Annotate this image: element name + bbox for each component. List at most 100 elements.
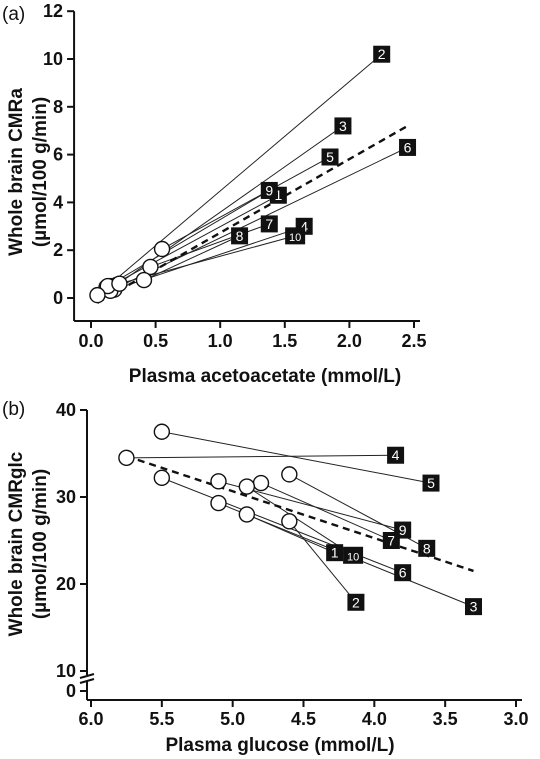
panel-b-baseline-point-5 <box>153 423 171 440</box>
panel-a-baseline-point-7 <box>142 258 159 276</box>
panel-b-baseline-point-9 <box>210 473 227 490</box>
panel-b-ketosis-point-1-text: 1 <box>331 545 339 561</box>
panel-b-y-tick-label: 0 <box>66 681 76 701</box>
panel-a-y-axis-title: Whole brain CMRa (µmol/100 g/min) <box>6 88 51 256</box>
panel-b-x-axis-title: Plasma glucose (mmol/L) <box>165 735 394 756</box>
panel-a-baseline-point-5 <box>153 240 171 258</box>
panel-b-ketosis-point-5-text: 5 <box>427 475 435 491</box>
panel-b-ketosis-point-4-text: 4 <box>392 447 400 463</box>
panel-b-ketosis-point-3-text: 3 <box>470 599 478 615</box>
panel-b-ketosis-point-9-text: 9 <box>399 522 407 538</box>
panel-b-ketosis-point-9-box <box>394 521 412 539</box>
panel-a-ketosis-point-8-box <box>231 227 249 245</box>
panel-a-ketosis-point-7-text: 7 <box>265 216 273 232</box>
panel-b-baseline-point-10 <box>238 478 256 495</box>
panel-b-ketosis-point-6-text: 6 <box>399 565 407 581</box>
panel-b-ketosis-point-6-box <box>394 564 412 582</box>
panel-a-x-tick-label: 1.0 <box>208 331 233 351</box>
panel-a-x-tick-label: 1.5 <box>272 331 297 351</box>
panel-b-ketosis-point-2-text: 2 <box>352 594 360 610</box>
panel-b-baseline-point-2 <box>281 513 298 530</box>
panel-a-baseline-point <box>89 286 106 304</box>
panel-b-ketosis-point-8-box <box>418 539 436 557</box>
panel-a-ketosis-point-5-box <box>321 148 339 166</box>
panel-b-y-axis-title-line2: (µmol/100 g/min) <box>30 469 51 619</box>
panel-b-subject-line-2 <box>288 521 357 603</box>
panel-a-y-tick-label: 12 <box>43 1 63 21</box>
panel-b-baseline-point-4 <box>118 449 135 467</box>
panel-a-subject-line-9 <box>107 190 270 287</box>
panel-a-ketosis-point-2-text: 2 <box>378 46 386 62</box>
panel-a-ketosis-point-6-box <box>399 138 417 156</box>
panel-b-x-tick-label: 4.5 <box>291 709 316 729</box>
panel-b-label: (b) <box>2 399 25 420</box>
panel-a-y-tick-label: 8 <box>53 97 63 117</box>
panel-a-x-tick-label: 0.5 <box>143 331 168 351</box>
panel-b-ketosis-point-10-box <box>343 546 364 564</box>
panel-a-baseline-point-8 <box>135 271 153 289</box>
panel-b-subject-line-10 <box>246 486 354 556</box>
panel-a-ketosis-point-3-text: 3 <box>339 118 347 134</box>
panel-a-x-tick-label: 2.5 <box>401 331 426 351</box>
panel-a-y-tick-label: 4 <box>53 192 63 212</box>
panel-b-ketosis-point-1-box <box>326 544 344 562</box>
panel-b: (b) Whole brain CMRglc (µmol/100 g/min) … <box>2 399 529 756</box>
panel-b-baseline-point-1 <box>238 506 256 523</box>
panel-b-y-axis-title: Whole brain CMRglc (µmol/100 g/min) <box>6 451 51 636</box>
panel-a-ketosis-point-2-box <box>373 45 391 63</box>
panel-a-y-axis-title-line1: Whole brain CMRa <box>6 88 27 256</box>
panel-a-subject-line-2 <box>106 53 383 288</box>
panel-b-ketosis-point-10-text: 10 <box>347 551 359 563</box>
panel-a-ketosis-point-10-text: 10 <box>289 232 301 244</box>
panel-a-ketosis-point-9-box <box>260 181 278 199</box>
panel-b-ketosis-point-2-box <box>347 593 365 611</box>
panel-b-baseline-point-7 <box>252 474 270 492</box>
panel-a-ketosis-point-5-text: 5 <box>326 149 334 165</box>
panel-b-y-axis-break <box>79 673 95 679</box>
panel-b-baseline-point-6 <box>153 469 171 487</box>
panel-a-subject-line-1 <box>110 194 279 287</box>
panel-a-y-tick-label: 6 <box>53 145 63 165</box>
panel-b-x-tick-label: 5.0 <box>220 709 245 729</box>
panel-a-subject-line-7 <box>150 223 270 268</box>
panel-a-ketosis-point-10-box <box>285 227 306 245</box>
panel-b-x-tick-label: 3.5 <box>433 709 458 729</box>
panel-a-x-axis-title: Plasma acetoacetate (mmol/L) <box>129 366 401 387</box>
panel-a-ketosis-point-8-text: 8 <box>236 228 244 244</box>
panel-a-ketosis-point-3-box <box>334 117 352 135</box>
panel-b-y-tick-label: 40 <box>56 400 76 420</box>
panel-a-label: (a) <box>2 4 25 25</box>
panel-b-y-axis-title-line1: Whole brain CMRglc <box>6 451 27 636</box>
panel-a-y-tick-label: 10 <box>43 49 63 69</box>
panel-a-x-tick-label: 0.0 <box>78 331 103 351</box>
panel-b-x-tick-label: 3.0 <box>503 709 528 729</box>
panel-b-ketosis-point-5-box <box>422 474 440 492</box>
panel-a-ketosis-point-7-box <box>260 215 278 233</box>
panel-a-ketosis-point-9-text: 9 <box>265 182 273 198</box>
panel-a-ketosis-point-6-text: 6 <box>404 139 412 155</box>
panel-a-x-tick-label: 2.0 <box>337 331 362 351</box>
panel-b-subject-line-7 <box>260 482 392 541</box>
panel-a: (a) Whole brain CMRa (µmol/100 g/min) Pl… <box>2 1 427 387</box>
panel-b-y-tick-label: 10 <box>56 661 76 681</box>
panel-b-ketosis-point-8-text: 8 <box>423 540 431 556</box>
panel-a-ketosis-point-1-text: 1 <box>274 187 282 203</box>
panel-b-subject-line-5 <box>161 431 432 484</box>
panel-a-baseline-point-10 <box>111 275 128 292</box>
panel-b-baseline-point-8 <box>281 466 298 483</box>
panel-b-x-tick-label: 5.5 <box>149 709 174 729</box>
panel-b-regression-line <box>126 454 474 573</box>
panel-b-x-tick-label: 4.0 <box>362 709 387 729</box>
panel-a-y-tick-label: 0 <box>53 288 63 308</box>
panel-a-y-tick-label: 2 <box>53 240 63 260</box>
panel-b-baseline-point-3 <box>210 494 227 512</box>
panel-a-subject-line-5 <box>161 156 331 250</box>
panel-b-subject-line-4 <box>126 454 396 459</box>
panel-a-ketosis-point-4-text: 4 <box>300 218 308 234</box>
panel-b-ketosis-point-7-text: 7 <box>387 533 395 549</box>
panel-b-y-tick-label: 30 <box>56 487 76 507</box>
panel-b-y-tick-label: 20 <box>56 574 76 594</box>
